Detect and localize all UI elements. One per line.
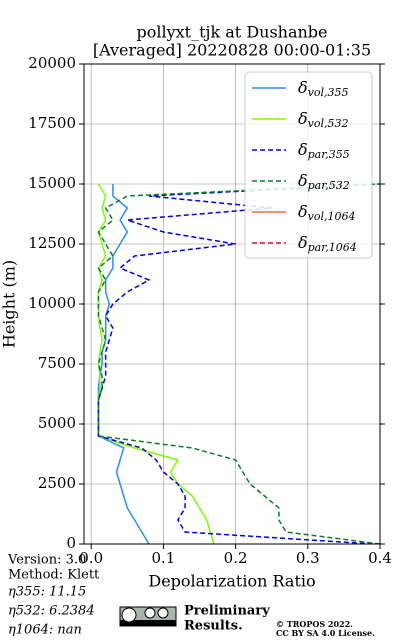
legend-label: δvol,355 (298, 78, 349, 100)
preliminary-line: Results. (184, 619, 243, 634)
legend-box (244, 71, 373, 259)
axes: 0.0 0.1 0.2 0.3 0.4 0 2500 5000 7500 10000 12500 15… (28, 54, 392, 567)
chart-subtitle: [Averaged] 20220828 00:00-01:35 (93, 41, 371, 60)
y-axis-label: Height (m) (0, 260, 19, 348)
preliminary: Preliminary Results. (184, 604, 270, 634)
chart-title: pollyxt_tjk at Dushanbe (136, 23, 327, 42)
legend: δvol,355 δvol,532 δpar,355 δpar,532 δvol,106… (252, 78, 357, 255)
x-tick-label: 0.0 (79, 549, 103, 567)
y-tick-label: 15000 (28, 174, 76, 192)
eta1064: η1064: nan (8, 623, 82, 638)
x-tick-label: 0.3 (296, 549, 320, 567)
y-tick-label: 20000 (28, 54, 76, 72)
y-tick-label: 10000 (28, 294, 76, 312)
copyright: © TROPOS 2022. CC BY SA 4.0 License. (276, 619, 375, 638)
y-tick-label: 5000 (38, 414, 76, 432)
y-tick-label: 2500 (38, 474, 76, 492)
legend-label: δpar,1064 (298, 233, 357, 255)
plot-lines (97, 183, 380, 544)
x-tick-label: 0.4 (368, 549, 392, 567)
footer-info: Version: 3.0 Method: Klett η355: 11.15 η… (7, 553, 100, 638)
preliminary-line: Preliminary (184, 604, 270, 619)
legend-label: δvol,1064 (298, 202, 356, 224)
copyright-line: © TROPOS 2022. (276, 619, 353, 629)
series-line (97, 184, 150, 544)
eta532: η532: 6.2384 (8, 604, 95, 619)
legend-label: δvol,532 (298, 109, 349, 131)
copyright-line: CC BY SA 4.0 License. (276, 628, 375, 638)
legend-label: δpar,532 (298, 171, 350, 193)
legend-label: δpar,355 (298, 140, 350, 162)
x-axis-label: Depolarization Ratio (148, 572, 315, 591)
y-tick-label: 0 (66, 534, 76, 552)
cc-logo (119, 606, 177, 627)
version: Version: 3.0 (7, 553, 86, 568)
method: Method: Klett (8, 568, 100, 583)
y-tick-label: 12500 (28, 234, 76, 252)
eta355: η355: 11.15 (8, 585, 86, 600)
y-tick-label: 17500 (28, 114, 76, 132)
series-line (97, 183, 380, 544)
y-tick-label: 7500 (38, 354, 76, 372)
x-tick-label: 0.1 (151, 549, 175, 567)
x-tick-label: 0.2 (224, 549, 248, 567)
